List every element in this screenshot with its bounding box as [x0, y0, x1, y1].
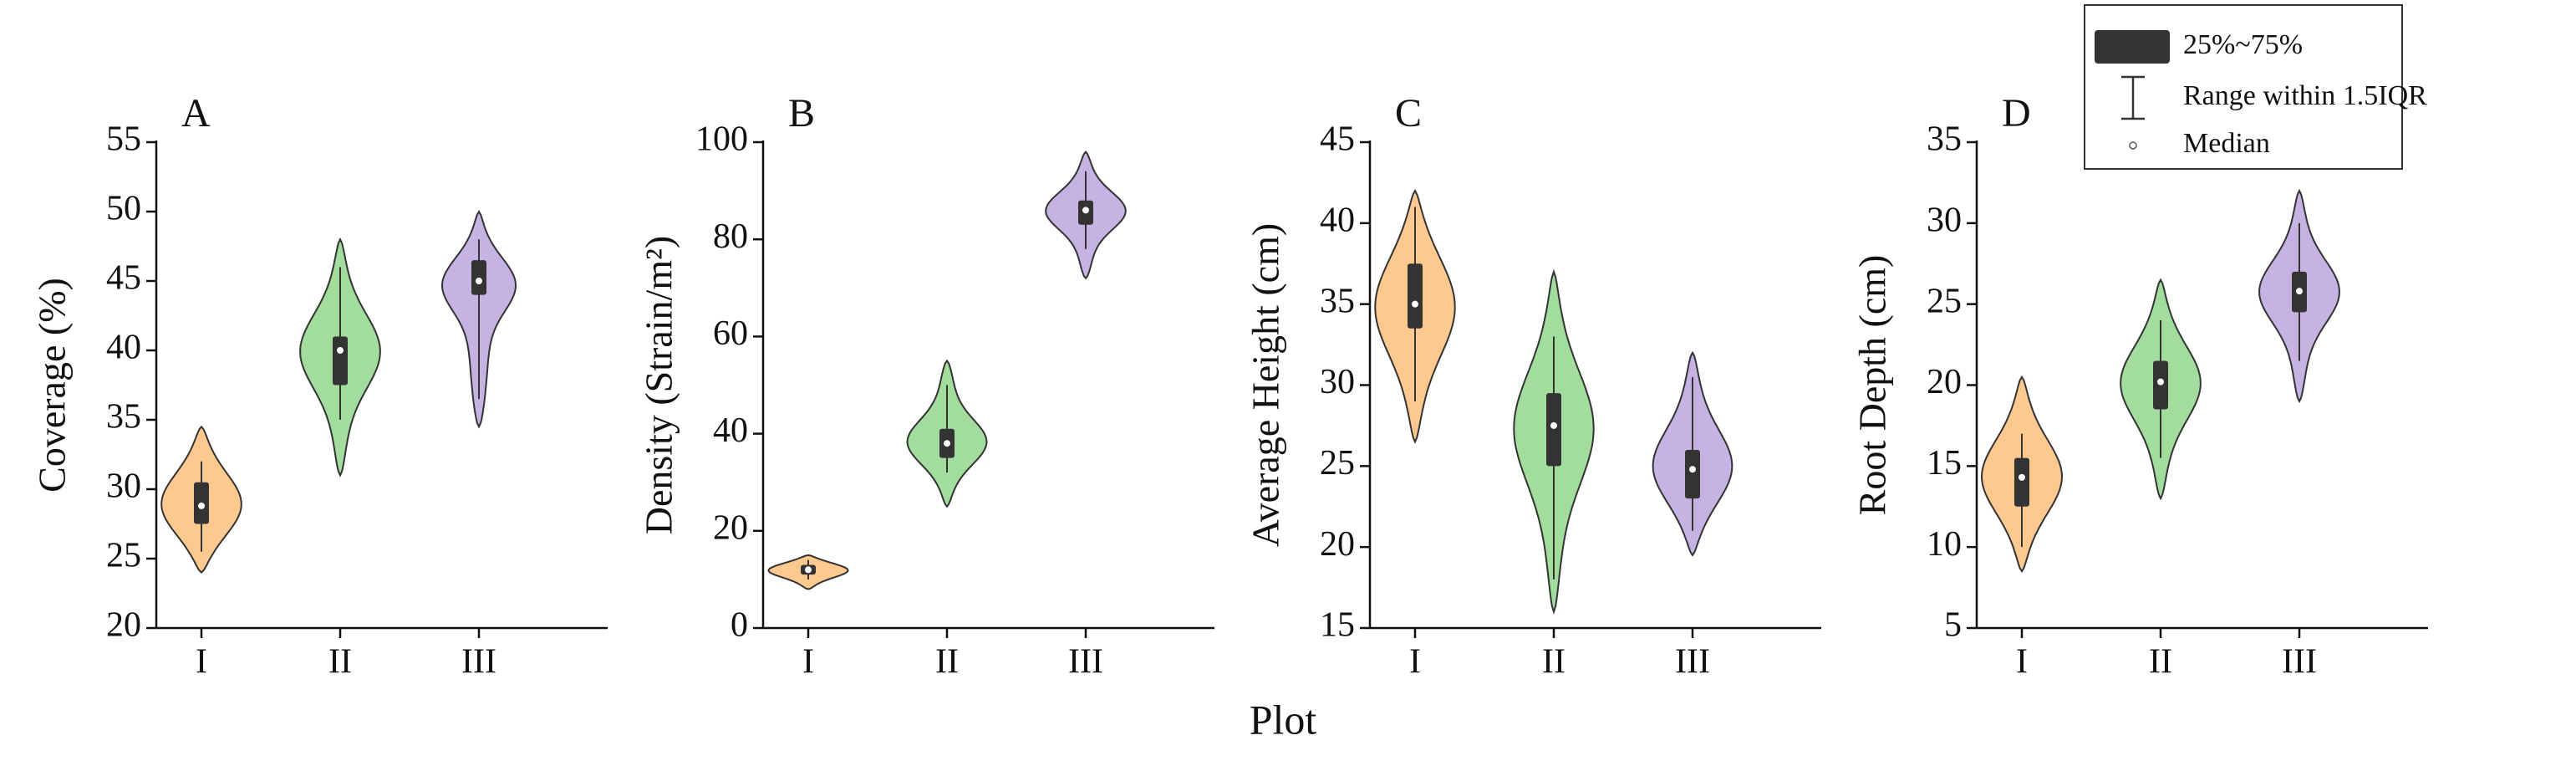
legend-median-icon [2129, 141, 2137, 150]
box [2014, 457, 2029, 507]
y-tick-label: 15 [1320, 606, 1355, 645]
panel-label: B [788, 91, 815, 135]
legend-median-label: Median [2183, 128, 2270, 159]
y-axis-label: Density (Strain/m²) [638, 236, 680, 534]
x-tick-label: III [1675, 643, 1710, 682]
median [2157, 378, 2164, 386]
median [1082, 207, 1089, 214]
x-tick-label: II [1542, 643, 1565, 682]
y-tick-label: 40 [106, 329, 141, 367]
y-tick-label: 35 [1927, 120, 1962, 159]
median [2296, 288, 2303, 295]
x-tick-label: III [461, 643, 496, 682]
x-tick-label: I [2016, 643, 2028, 682]
y-tick-label: 45 [1320, 120, 1355, 159]
legend-whisker-label: Range within 1.5IQR [2183, 80, 2427, 111]
y-tick-label: 60 [713, 314, 748, 353]
x-tick-label: I [1409, 643, 1421, 682]
box [1685, 449, 1700, 499]
box [1546, 393, 1561, 467]
y-tick-label: 50 [106, 190, 141, 228]
legend-box-label: 25%~75% [2183, 29, 2303, 60]
y-tick-label: 40 [1320, 201, 1355, 239]
y-tick-label: 45 [106, 259, 141, 298]
x-axis-label: Plot [1250, 696, 1317, 743]
x-tick-label: III [2282, 643, 2317, 682]
y-tick-label: 25 [106, 537, 141, 575]
y-axis-label: Average Height (cm) [1245, 223, 1287, 547]
median [1689, 466, 1696, 473]
legend-whisker-icon [2121, 75, 2145, 120]
legend-box-swatch [2095, 30, 2170, 64]
y-tick-label: 100 [695, 120, 748, 159]
y-tick-label: 20 [106, 606, 141, 645]
median [1412, 300, 1418, 308]
y-tick-label: 10 [1927, 525, 1962, 564]
y-tick-label: 20 [713, 508, 748, 547]
box [333, 336, 348, 386]
median [198, 502, 205, 509]
y-tick-label: 20 [1927, 363, 1962, 401]
median [476, 278, 482, 284]
y-tick-label: 15 [1927, 444, 1962, 483]
x-tick-label: I [196, 643, 207, 682]
median [2019, 473, 2025, 481]
y-tick-label: 20 [1320, 525, 1355, 564]
box [1408, 263, 1423, 329]
y-tick-label: 30 [1927, 201, 1962, 239]
y-tick-label: 30 [106, 467, 141, 506]
median [337, 347, 344, 354]
panel-label: C [1395, 91, 1422, 135]
panel-label: D [2002, 91, 2031, 135]
legend: 25%~75% Range within 1.5IQR Median [2084, 4, 2427, 170]
y-tick-label: 35 [1320, 282, 1355, 320]
y-tick-label: 40 [713, 411, 748, 450]
y-tick-label: 5 [1944, 606, 1962, 645]
y-tick-label: 80 [713, 217, 748, 256]
y-axis-label: Root Depth (cm) [1851, 255, 1894, 516]
x-tick-label: II [935, 643, 959, 682]
y-tick-label: 35 [106, 398, 141, 437]
x-tick-label: II [328, 643, 352, 682]
median [1550, 421, 1557, 429]
y-tick-label: 0 [731, 606, 748, 645]
x-tick-label: II [2149, 643, 2172, 682]
median [805, 566, 812, 574]
y-tick-label: 25 [1320, 444, 1355, 483]
y-tick-label: 25 [1927, 282, 1962, 320]
panel-label: A [181, 91, 211, 135]
y-tick-label: 30 [1320, 363, 1355, 401]
y-tick-label: 55 [106, 120, 141, 159]
y-axis-label: Coverage (%) [31, 278, 74, 493]
x-tick-label: III [1068, 643, 1103, 682]
x-tick-label: I [802, 643, 814, 682]
median [944, 440, 950, 447]
box [471, 260, 486, 295]
